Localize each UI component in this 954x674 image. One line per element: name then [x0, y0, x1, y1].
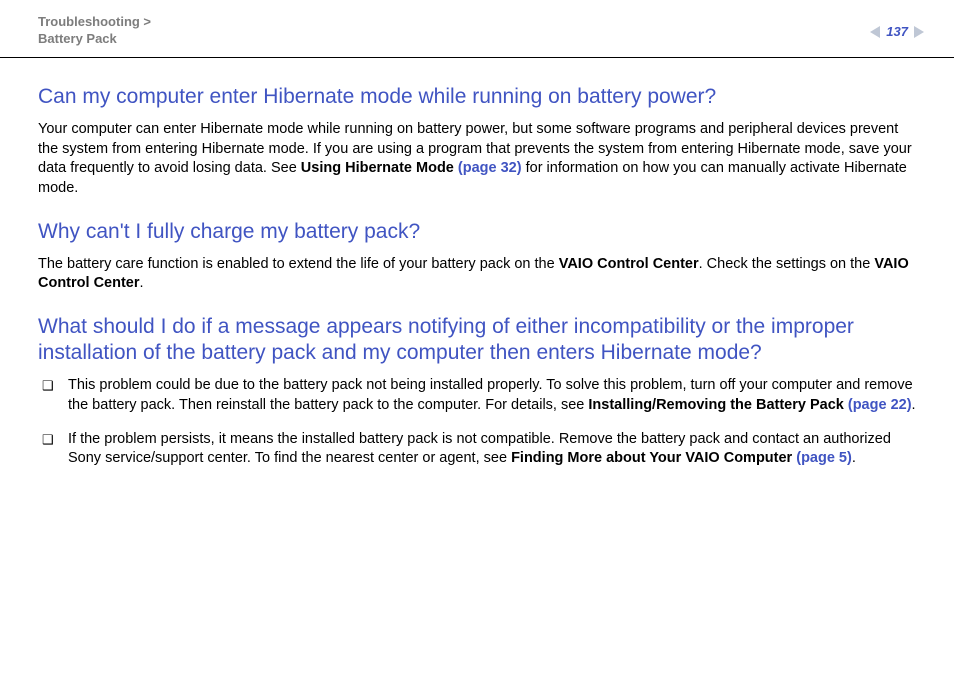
breadcrumb-line2: Battery Pack — [38, 31, 117, 46]
page-number: 137 — [884, 24, 910, 39]
section1-heading: Can my computer enter Hibernate mode whi… — [38, 84, 916, 110]
section2-body: The battery care function is enabled to … — [38, 255, 916, 294]
section3-bullet-list: This problem could be due to the battery… — [38, 376, 916, 468]
section2-body-mid: . Check the settings on the — [699, 256, 875, 272]
section2-body-post: . — [140, 275, 144, 291]
breadcrumb: Troubleshooting > Battery Pack — [38, 14, 151, 48]
page-container: Troubleshooting > Battery Pack 137 Can m… — [0, 0, 954, 674]
section1-body: Your computer can enter Hibernate mode w… — [38, 120, 916, 198]
list-item: If the problem persists, it means the in… — [38, 430, 916, 469]
page-number-wrap: 137 — [870, 24, 924, 39]
prev-page-arrow-icon[interactable] — [870, 26, 880, 38]
next-page-arrow-icon[interactable] — [914, 26, 924, 38]
page-content: Can my computer enter Hibernate mode whi… — [0, 58, 954, 469]
bullet1-bold: Installing/Removing the Battery Pack — [588, 397, 847, 413]
section1-body-bold: Using Hibernate Mode — [301, 160, 458, 176]
section2-body-pre: The battery care function is enabled to … — [38, 256, 559, 272]
bullet2-post: . — [852, 450, 856, 466]
page-header: Troubleshooting > Battery Pack 137 — [0, 0, 954, 58]
bullet1-page-link[interactable]: (page 22) — [848, 397, 912, 413]
bullet1-post: . — [912, 397, 916, 413]
section2-heading: Why can't I fully charge my battery pack… — [38, 219, 916, 245]
bullet2-bold: Finding More about Your VAIO Computer — [511, 450, 796, 466]
breadcrumb-line1: Troubleshooting > — [38, 14, 151, 29]
section1-page-link[interactable]: (page 32) — [458, 160, 522, 176]
section2-bold1: VAIO Control Center — [559, 256, 699, 272]
list-item: This problem could be due to the battery… — [38, 376, 916, 415]
bullet2-page-link[interactable]: (page 5) — [796, 450, 852, 466]
section3-heading: What should I do if a message appears no… — [38, 314, 916, 367]
